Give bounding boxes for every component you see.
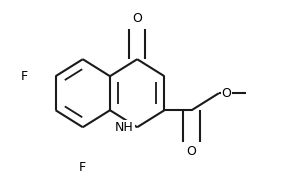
- Text: F: F: [79, 161, 86, 174]
- Text: O: O: [221, 87, 232, 100]
- Text: F: F: [21, 70, 28, 83]
- Text: NH: NH: [115, 121, 134, 134]
- Text: O: O: [132, 12, 142, 25]
- Text: O: O: [187, 145, 196, 158]
